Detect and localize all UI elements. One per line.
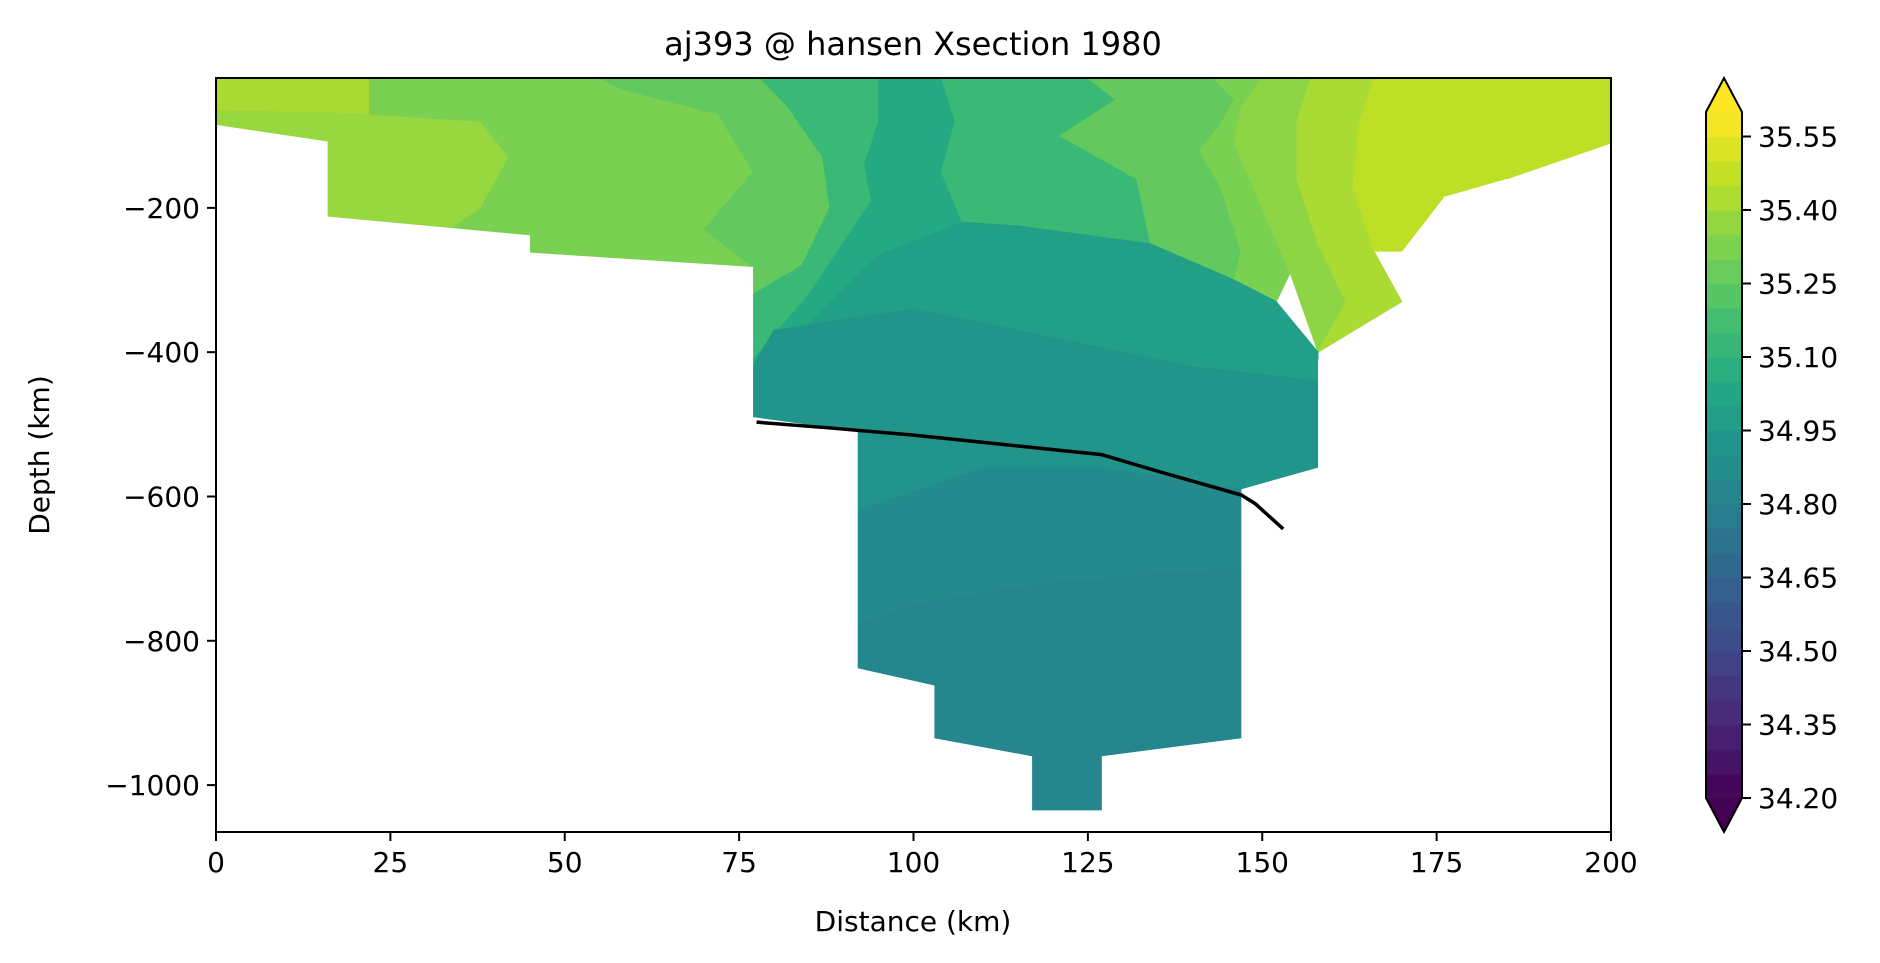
colorbar-band — [1706, 112, 1742, 138]
y-axis-label: Depth (km) — [23, 375, 56, 535]
x-axis: 0 25 50 75 100 125 150 175 200 — [207, 832, 1638, 879]
x-tick-label: 100 — [887, 846, 940, 879]
colorbar-tick-label: 35.55 — [1758, 121, 1838, 154]
colorbar-tick-label: 34.80 — [1758, 488, 1838, 521]
colorbar-tick-label: 34.20 — [1758, 782, 1838, 815]
colorbar-band — [1706, 675, 1742, 701]
x-tick-label: 0 — [207, 846, 225, 879]
colorbar-band — [1706, 700, 1742, 726]
colorbar-band — [1706, 577, 1742, 603]
colorbar-band — [1706, 210, 1742, 236]
colorbar-band — [1706, 161, 1742, 187]
y-tick-label: −1000 — [105, 769, 200, 802]
x-tick-label: 75 — [721, 846, 757, 879]
data-line — [756, 420, 1285, 531]
colorbar-band — [1706, 455, 1742, 481]
colorbar-band — [1706, 724, 1742, 750]
colorbar-band — [1706, 332, 1742, 358]
colorbar-band — [1706, 528, 1742, 554]
colorbar-band — [1706, 381, 1742, 407]
y-tick-label: −600 — [123, 480, 200, 513]
contour-fill — [216, 78, 1611, 811]
plot-area — [216, 78, 1611, 832]
x-tick-label: 50 — [547, 846, 583, 879]
colorbar-band — [1706, 308, 1742, 334]
y-tick-label: −400 — [123, 336, 200, 369]
colorbar-band — [1706, 479, 1742, 505]
colorbar-band — [1706, 553, 1742, 579]
y-tick-label: −800 — [123, 625, 200, 658]
y-tick-label: −200 — [123, 192, 200, 225]
colorbar-tick-label: 34.50 — [1758, 635, 1838, 668]
x-tick-label: 175 — [1410, 846, 1463, 879]
colorbar-band — [1706, 602, 1742, 628]
y-axis: −200 −400 −600 −800 −1000 — [105, 192, 216, 802]
colorbar-extend-min — [1706, 798, 1742, 832]
colorbar-band — [1706, 749, 1742, 775]
seafloor-mask — [216, 124, 1611, 832]
x-tick-label: 125 — [1061, 846, 1114, 879]
x-tick-label: 25 — [373, 846, 409, 879]
contour-region-11 — [1352, 78, 1611, 252]
colorbar-band — [1706, 406, 1742, 432]
colorbar-band — [1706, 651, 1742, 677]
contour-region-0 — [216, 78, 370, 115]
colorbar-band — [1706, 136, 1742, 162]
colorbar-extend-max — [1706, 78, 1742, 112]
colorbar-tick-label: 35.40 — [1758, 194, 1838, 227]
colorbar-band — [1706, 185, 1742, 211]
colorbar-tick-label: 35.25 — [1758, 268, 1838, 301]
colorbar-ticks: 34.20 34.35 34.50 34.65 34.80 34.95 35.10 35.25… — [1742, 121, 1838, 815]
colorbar — [1705, 75, 1743, 835]
colorbar-band — [1706, 773, 1742, 799]
colorbar-band — [1706, 259, 1742, 285]
colorbar-band — [1706, 283, 1742, 309]
colorbar-tick-label: 34.95 — [1758, 415, 1838, 448]
x-axis-label: Distance (km) — [815, 905, 1012, 938]
colorbar-band — [1706, 357, 1742, 383]
colorbar-band — [1706, 234, 1742, 260]
colorbar-tick-label: 35.10 — [1758, 341, 1838, 374]
colorbar-tick-label: 34.35 — [1758, 709, 1838, 742]
colorbar-tick-label: 34.65 — [1758, 562, 1838, 595]
colorbar-band — [1706, 430, 1742, 456]
colorbar-band — [1706, 504, 1742, 530]
x-tick-label: 200 — [1584, 846, 1637, 879]
x-tick-label: 150 — [1236, 846, 1289, 879]
colorbar-band — [1706, 626, 1742, 652]
chart-title: aj393 @ hansen Xsection 1980 — [664, 25, 1162, 63]
